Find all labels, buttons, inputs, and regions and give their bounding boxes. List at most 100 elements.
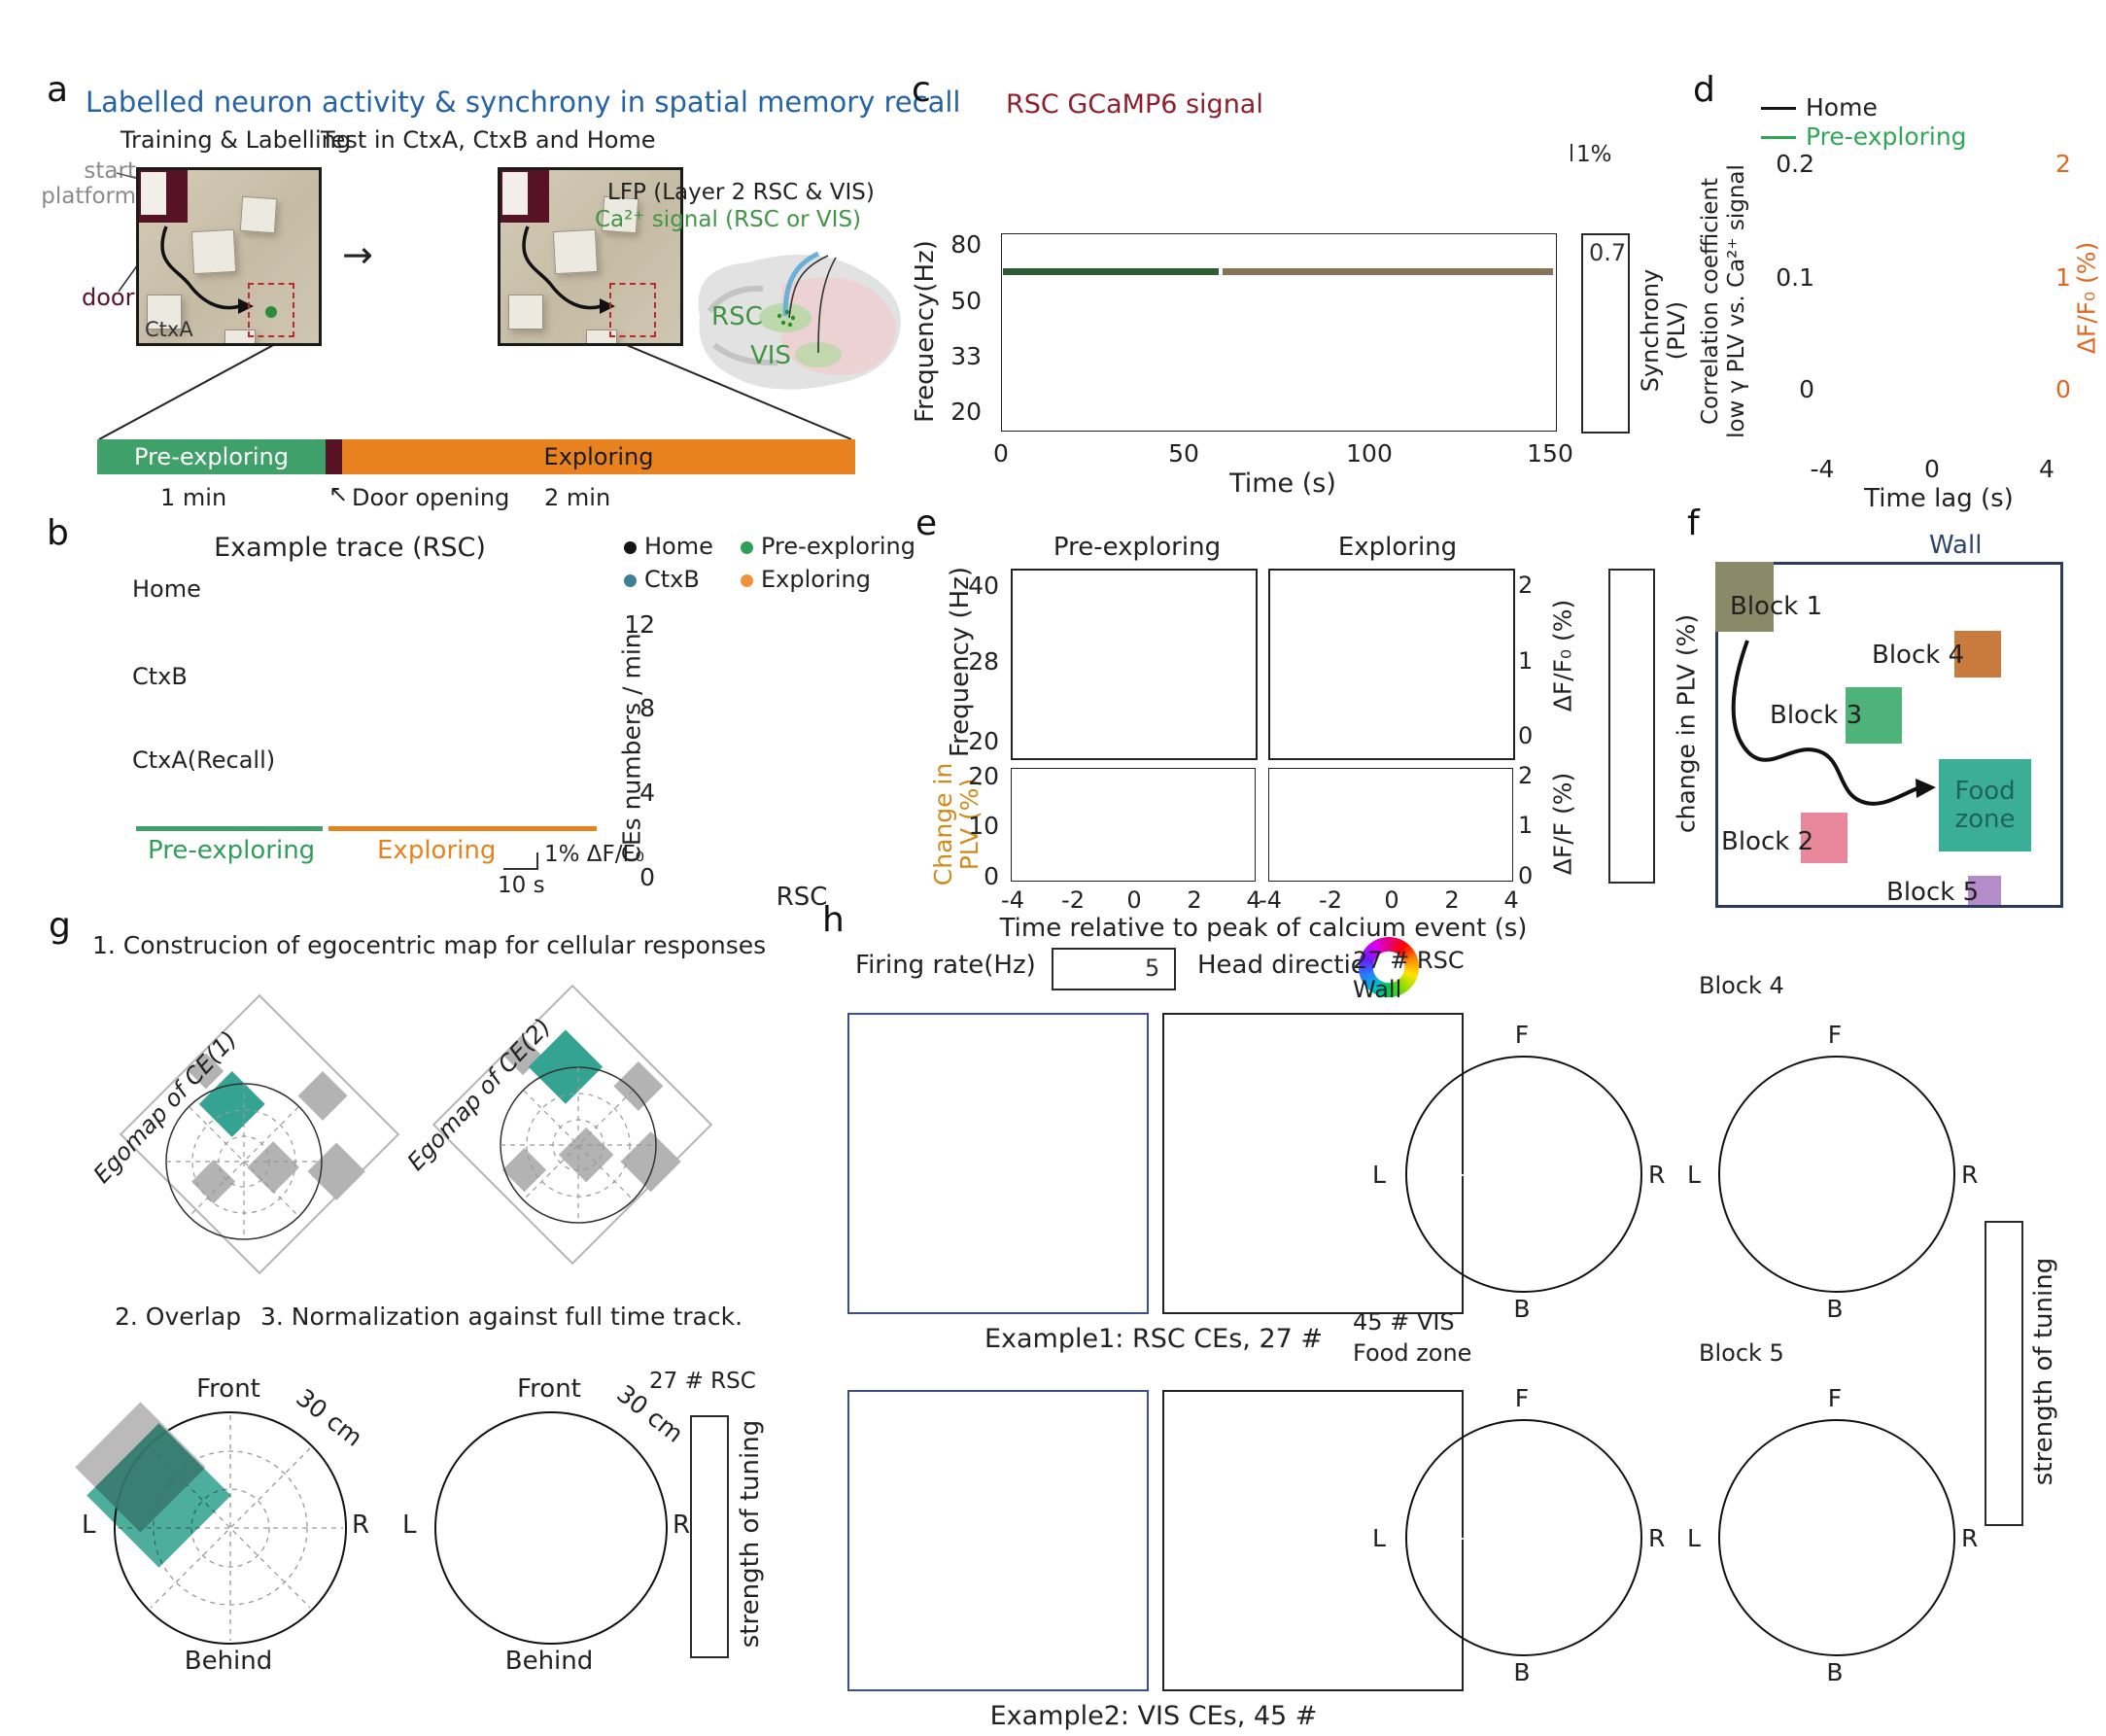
axis-l: L [1687, 1524, 1701, 1552]
c-region-pre: Pre-exploring [1034, 238, 1183, 263]
axis-l: L [1687, 1161, 1701, 1189]
egomap-ce2 [432, 984, 713, 1266]
g-colorbar [690, 1415, 729, 1658]
ctxb-dot-icon [624, 574, 637, 587]
panel-d-label: d [1693, 70, 1715, 110]
timeline-exploring-label: Exploring [543, 443, 654, 470]
start-platform-label-1: start [84, 158, 136, 184]
rsc-label: RSC [711, 302, 763, 331]
e-xlabel: Time relative to peak of calcium event (… [999, 914, 1528, 943]
amplitude-scale-label: 1% ΔF/F₀ [544, 842, 644, 867]
e-ylabel-right-top: ΔF/F₀ (%) [1548, 599, 1577, 712]
mouse-icon [234, 1143, 254, 1178]
b-chart-ylabel: CEs numbers / min [617, 633, 646, 863]
d-ytick-0: 0 [1799, 375, 1814, 403]
axis-r: R [1648, 1524, 1666, 1552]
norm-cell-label: 27 # RSC [649, 1369, 756, 1394]
crosshair-h [1724, 1538, 1950, 1540]
h-colorbar [1985, 1221, 2023, 1526]
d-ylabel-left: Correlation coefficient low γ PLV vs. Ca… [1698, 97, 1752, 505]
e-ytick-20: 20 [968, 727, 999, 755]
d-ytick-02: 0.2 [1776, 150, 1814, 178]
e-btick-10: 10 [968, 812, 999, 840]
block-5 [1968, 876, 2001, 905]
timeline-exploring: Exploring [342, 439, 855, 474]
panel-a-label: a [47, 70, 69, 110]
d-ytick-01: 0.1 [1776, 263, 1814, 292]
d-legend-home: Home [1806, 93, 1878, 122]
d-ylabel-right: ΔF/F₀ (%) [2072, 241, 2101, 355]
c-exploring-bar [1223, 268, 1553, 275]
firing-map-1-canvas [847, 1013, 1149, 1314]
time-scalebar [503, 868, 536, 870]
mouse-icon [141, 172, 166, 215]
d-rtick-1: 1 [2055, 263, 2071, 292]
wall-plot-label-2: Wall [1353, 976, 1402, 1003]
e-ylabel-bottom-1: Change in [929, 762, 957, 886]
exploring-phase-bar [328, 826, 597, 831]
crosshair-v [1524, 1425, 1526, 1650]
example2-caption: Example2: VIS CEs, 45 # [989, 1701, 1318, 1731]
d-legend-pre-line [1761, 136, 1796, 139]
d-xtick-m4: -4 [1810, 455, 1835, 483]
e-rtick-top-2: 2 [1518, 572, 1534, 599]
norm-left: L [402, 1510, 417, 1540]
d-ylabel-line1: Correlation coefficient [1698, 177, 1723, 426]
axis-l: L [1372, 1161, 1386, 1189]
arena-photo-test [498, 167, 683, 346]
overlap-left: L [82, 1510, 96, 1540]
trace-ctxb-label: CtxB [132, 663, 188, 690]
ces-bar-chart-canvas [671, 583, 923, 889]
trace-ctxa-label: CtxA(Recall) [132, 746, 276, 774]
e-rtick-bot-0: 0 [1518, 862, 1534, 889]
axis-b: B [1513, 1658, 1531, 1686]
legend-pre: Pre-exploring [741, 533, 915, 560]
crosshair-h [1724, 1174, 1950, 1176]
c-xtick-100: 100 [1346, 439, 1393, 468]
panel-f-label: f [1687, 503, 1700, 543]
tuning-map-foodzone [1405, 1419, 1642, 1656]
axis-f: F [1514, 1384, 1530, 1412]
exploring-duration: 2 min [544, 484, 611, 511]
mouse-icon [219, 1509, 242, 1549]
d-ylabel-line2: low γ PLV vs. Ca²⁺ signal [1724, 164, 1749, 438]
tuning-map-wall [1405, 1056, 1642, 1293]
c-xtick-0: 0 [993, 439, 1009, 468]
mouse-icon [539, 1509, 563, 1549]
legend-home-label: Home [644, 533, 713, 560]
panel-a-title: Labelled neuron activity & synchrony in … [86, 86, 961, 119]
block-4 [1954, 631, 2001, 677]
e-xtick: 4 [1503, 886, 1519, 914]
e-ytick-40: 40 [968, 572, 999, 600]
brain-icon [698, 251, 901, 390]
c-ytick-50: 50 [950, 287, 982, 315]
fr-min: 0 [1059, 955, 1075, 982]
crosshair-h [1411, 1174, 1637, 1176]
c-ytick-20: 20 [950, 398, 982, 426]
panel-c-title: RSC GCaMP6 signal [1006, 89, 1263, 120]
head-direction-label: Head direction [1197, 951, 1383, 980]
door-opening-arrow-icon: ↖ [328, 480, 349, 507]
arena-photo-training: CtxA [136, 167, 322, 346]
b-chart-xlabel: RSC [776, 883, 828, 912]
pre-phase-label: Pre-exploring [148, 836, 316, 865]
h-colorbar-min: 0 [1993, 1485, 2009, 1512]
firing-map-2-canvas [847, 1390, 1149, 1691]
c-ytick-80: 80 [950, 230, 982, 259]
ego-polar-grid [165, 1083, 323, 1240]
correlation-plot-canvas [1823, 154, 2046, 445]
example1-caption: Example1: RSC CEs, 27 # [984, 1324, 1324, 1354]
crosshair-v [551, 1417, 553, 1639]
g-colorbar-label: strength of tuning [736, 1419, 765, 1649]
d-xtick-0: 0 [1924, 455, 1940, 483]
d-legend-pre: Pre-exploring [1806, 122, 1967, 151]
d-rtick-2: 2 [2055, 150, 2071, 178]
panel-b-label: b [47, 513, 69, 553]
fr-max: 5 [1145, 955, 1160, 982]
block-2-label: Block 2 [1721, 827, 1814, 856]
axis-f: F [1514, 1021, 1530, 1049]
e-xtick: -4 [1259, 886, 1282, 914]
example-traces-canvas [126, 569, 598, 855]
c-ylabel: Frequency(Hz) [911, 240, 940, 423]
panel-g-label: g [49, 906, 71, 946]
